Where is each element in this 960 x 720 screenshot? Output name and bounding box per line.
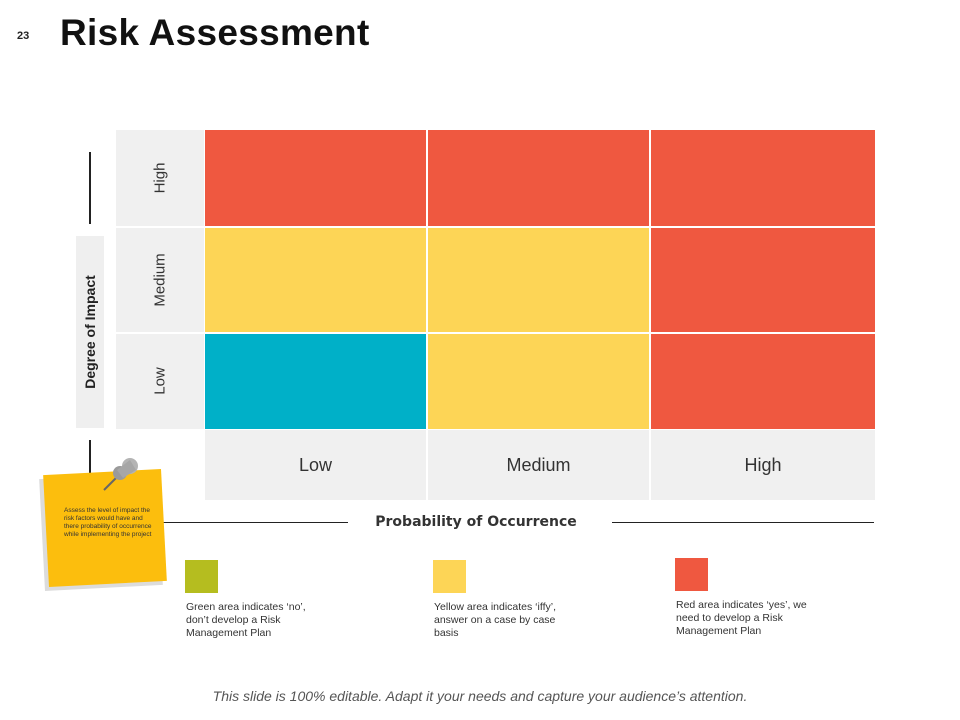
y-axis-label: Degree of Impact bbox=[82, 275, 98, 389]
footer-note: This slide is 100% editable. Adapt it yo… bbox=[212, 688, 748, 704]
legend-swatch-red bbox=[675, 558, 708, 591]
legend-text-yellow: Yellow area indicates ‘iffy’, answer on … bbox=[434, 601, 556, 639]
y-axis-line-top bbox=[89, 152, 91, 224]
column-label-medium: Medium bbox=[428, 430, 649, 500]
x-axis-line-left bbox=[148, 522, 348, 523]
column-label-high: High bbox=[651, 430, 875, 500]
legend-text-green: Green area indicates ‘no’, don’t develop… bbox=[186, 601, 306, 639]
sticky-note-text: Assess the level of impact the risk fact… bbox=[64, 507, 152, 538]
row-label-medium: Medium bbox=[151, 253, 169, 307]
cell-medium-high bbox=[651, 228, 875, 332]
legend-text-red: Red area indicates ‘yes’, we need to dev… bbox=[676, 599, 807, 637]
slide-number: 23 bbox=[17, 30, 30, 42]
x-axis-label: Probability of Occurrence bbox=[365, 514, 587, 530]
row-label-bg-low bbox=[116, 334, 204, 429]
legend-swatch-yellow bbox=[433, 560, 466, 593]
column-label-low: Low bbox=[205, 430, 426, 500]
cell-medium-medium bbox=[428, 228, 649, 332]
row-label-bg-high bbox=[116, 130, 204, 226]
cell-high-medium bbox=[428, 130, 649, 226]
cell-high-high bbox=[651, 130, 875, 226]
row-label-bg-medium bbox=[116, 228, 204, 332]
y-axis-label-box bbox=[76, 236, 104, 428]
row-label-low: Low bbox=[151, 367, 169, 395]
pushpin-icon bbox=[103, 458, 138, 491]
row-label-high: High bbox=[151, 162, 169, 194]
cell-low-high bbox=[651, 334, 875, 429]
legend-swatch-green bbox=[185, 560, 218, 593]
x-axis-line-right bbox=[612, 522, 874, 523]
y-axis-line-bottom bbox=[89, 440, 91, 500]
cell-high-low bbox=[205, 130, 426, 226]
cell-low-medium bbox=[428, 334, 649, 429]
page-title: Risk Assessment bbox=[60, 12, 370, 53]
cell-low-low bbox=[205, 334, 426, 429]
cell-medium-low bbox=[205, 228, 426, 332]
